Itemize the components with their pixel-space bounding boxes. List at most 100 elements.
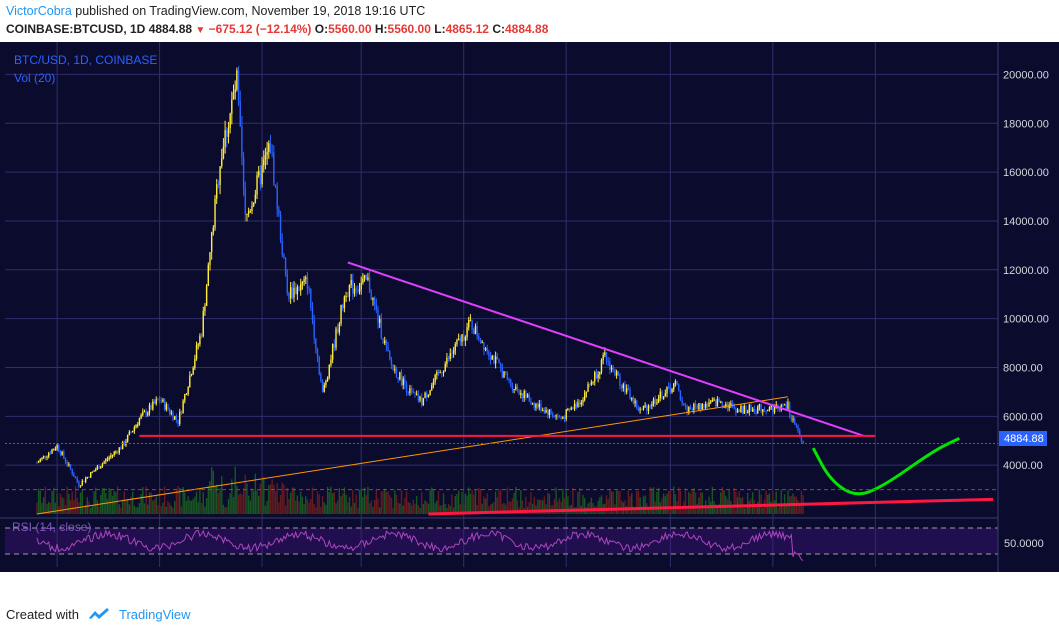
candle-body [392, 364, 394, 370]
candle-body [113, 451, 115, 455]
candle-body [468, 320, 470, 328]
candle-body [462, 334, 465, 341]
candle-body [236, 70, 238, 90]
volume-bar [538, 499, 541, 514]
candle-body [476, 325, 478, 337]
volume-bar [163, 486, 166, 514]
volume-bar [666, 493, 668, 514]
candle-body [721, 401, 724, 407]
volume-bar [558, 498, 561, 514]
volume-bar [486, 493, 488, 514]
volume-bar [313, 504, 315, 514]
volume-bar [56, 493, 58, 514]
tradingview-link[interactable]: TradingView [118, 607, 191, 622]
candle-body [637, 407, 640, 411]
volume-bar [751, 492, 754, 514]
volume-bar [239, 493, 241, 514]
candle-body [83, 480, 85, 482]
candle-body [157, 399, 159, 401]
volume-bar [644, 495, 646, 514]
volume-bar [207, 485, 210, 514]
volume-bar [694, 492, 697, 514]
y-tick-label: 18000.00 [1003, 118, 1049, 130]
candle-body [378, 318, 381, 323]
projection-path [811, 436, 961, 496]
candle-body [259, 171, 262, 185]
volume-bar [651, 488, 653, 514]
volume-bar [58, 506, 60, 514]
volume-bar [642, 496, 645, 514]
candle-body [733, 405, 735, 409]
candle-body [631, 397, 633, 400]
volume-bar [293, 487, 295, 514]
candle-body [407, 392, 409, 394]
candle-body [402, 378, 404, 386]
candle-body [241, 126, 243, 158]
candle-body [256, 175, 258, 195]
candle-body [221, 158, 223, 167]
low-label: L: [434, 22, 446, 36]
candle-body [716, 398, 719, 407]
candle-body [101, 463, 104, 467]
volume-bar [155, 496, 157, 514]
candle-body [661, 391, 663, 399]
candle-body [775, 404, 777, 406]
volume-bar [365, 495, 367, 514]
candle-body [303, 279, 305, 282]
candle-body [49, 453, 52, 455]
candle-body [311, 307, 314, 320]
candle-body [56, 444, 58, 449]
candle-body [142, 412, 144, 416]
volume-bar [340, 496, 342, 514]
volume-bar [180, 506, 183, 514]
volume-bar [474, 489, 477, 514]
candle-body [678, 385, 680, 391]
candle-body [44, 455, 47, 458]
rsi-band [5, 528, 998, 554]
candle-body [53, 449, 55, 451]
price-chart[interactable]: 20000.00 18000.00 16000.00 14000.00 12000.00… [0, 42, 1059, 572]
volume-bar [429, 489, 431, 514]
volume-bar [706, 506, 709, 514]
candle-body [520, 393, 522, 395]
volume-bar [385, 491, 388, 514]
volume-bar [172, 507, 174, 514]
volume-bar [565, 490, 567, 514]
volume-bar [572, 487, 574, 514]
volume-bar [278, 502, 280, 514]
volume-bar [382, 491, 384, 514]
volume-bar [637, 491, 640, 514]
volume-bar [397, 502, 399, 514]
candle-body [530, 400, 532, 404]
candle-body [219, 166, 221, 185]
candle-body [294, 287, 297, 295]
volume-bar [426, 501, 428, 514]
candle-body [192, 367, 194, 375]
author-link[interactable]: VictorCobra [6, 4, 72, 18]
candle-body [394, 368, 396, 370]
candle-body [409, 387, 411, 394]
volume-bar [410, 505, 413, 514]
candle-body [547, 409, 549, 415]
volume-bar [389, 495, 391, 514]
candle-body [81, 480, 83, 486]
volume-bar [540, 499, 542, 514]
candle-body [545, 409, 547, 413]
volume-bar [246, 483, 248, 514]
candle-body [479, 339, 482, 343]
candle-body [325, 380, 327, 385]
candle-body [741, 406, 744, 414]
volume-bar [199, 488, 201, 514]
candle-body [585, 391, 588, 394]
volume-bar [735, 491, 737, 514]
candle-body [258, 171, 260, 176]
volume-bar [281, 482, 283, 514]
candle-body [639, 408, 641, 411]
volume-bar [444, 504, 446, 514]
candle-body [254, 194, 257, 203]
candle-body [212, 227, 215, 233]
candle-body [424, 392, 426, 399]
volume-bar [44, 486, 47, 514]
volume-bar [78, 502, 80, 514]
candle-body [100, 466, 102, 469]
